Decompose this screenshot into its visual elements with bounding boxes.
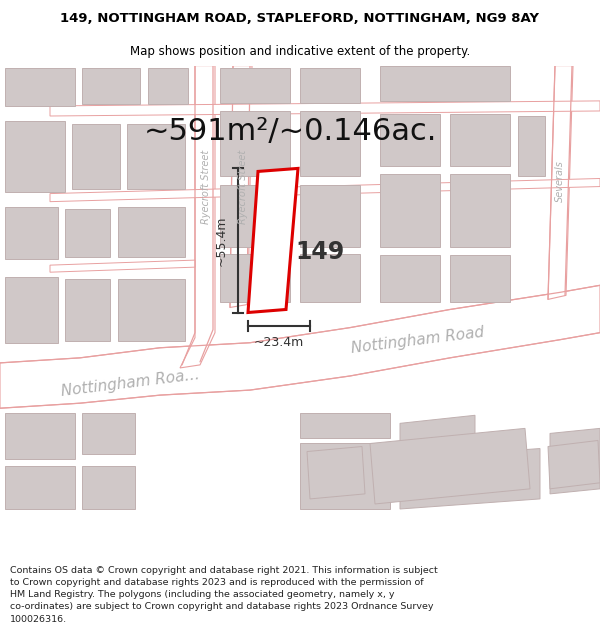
Polygon shape <box>307 446 365 499</box>
Bar <box>5 413 75 459</box>
Text: 100026316.: 100026316. <box>10 614 67 624</box>
Polygon shape <box>0 285 600 408</box>
Text: co-ordinates) are subject to Crown copyright and database rights 2023 Ordnance S: co-ordinates) are subject to Crown copyr… <box>10 602 434 611</box>
Bar <box>65 209 110 257</box>
Bar <box>82 466 135 509</box>
Text: ~591m²/~0.146ac.: ~591m²/~0.146ac. <box>143 117 437 146</box>
Bar <box>450 255 510 302</box>
Bar <box>118 207 185 257</box>
Polygon shape <box>548 441 600 489</box>
Polygon shape <box>400 415 475 444</box>
Text: to Crown copyright and database rights 2023 and is reproduced with the permissio: to Crown copyright and database rights 2… <box>10 578 424 587</box>
Text: ~55.4m: ~55.4m <box>215 215 228 266</box>
Polygon shape <box>50 101 600 116</box>
Polygon shape <box>50 179 600 202</box>
Text: Severals: Severals <box>555 161 565 202</box>
Polygon shape <box>248 168 298 312</box>
Bar <box>518 116 545 176</box>
Polygon shape <box>50 260 195 272</box>
Polygon shape <box>548 66 573 299</box>
Bar <box>450 174 510 247</box>
Bar <box>148 68 188 104</box>
Polygon shape <box>180 66 215 368</box>
Bar <box>82 413 135 454</box>
Bar <box>300 413 390 439</box>
Bar <box>65 279 110 341</box>
Bar <box>300 184 360 247</box>
Bar <box>300 444 390 509</box>
Polygon shape <box>370 428 530 504</box>
Bar <box>380 114 440 166</box>
Text: Contains OS data © Crown copyright and database right 2021. This information is : Contains OS data © Crown copyright and d… <box>10 566 438 575</box>
Text: Nottingham Road: Nottingham Road <box>350 325 485 356</box>
Bar <box>5 121 65 192</box>
Bar <box>220 184 290 247</box>
Bar <box>380 174 440 247</box>
Text: 149, NOTTINGHAM ROAD, STAPLEFORD, NOTTINGHAM, NG9 8AY: 149, NOTTINGHAM ROAD, STAPLEFORD, NOTTIN… <box>61 12 539 25</box>
Text: Ryecroft Street: Ryecroft Street <box>201 149 211 224</box>
Bar <box>300 68 360 103</box>
Bar <box>300 111 360 176</box>
Bar <box>82 68 140 104</box>
Text: Map shows position and indicative extent of the property.: Map shows position and indicative extent… <box>130 45 470 58</box>
Text: ~23.4m: ~23.4m <box>254 336 304 349</box>
Bar <box>118 279 185 341</box>
Bar <box>5 68 75 106</box>
Bar <box>380 255 440 302</box>
Text: Ryecroft Street: Ryecroft Street <box>238 149 248 224</box>
Text: 149: 149 <box>295 240 344 264</box>
Bar <box>220 254 290 302</box>
Text: HM Land Registry. The polygons (including the associated geometry, namely x, y: HM Land Registry. The polygons (includin… <box>10 590 395 599</box>
Bar <box>300 254 360 302</box>
Bar <box>5 278 58 342</box>
Polygon shape <box>230 66 252 308</box>
Bar <box>450 114 510 166</box>
Polygon shape <box>550 428 600 494</box>
Bar <box>220 111 290 176</box>
Bar <box>72 124 120 189</box>
Bar <box>127 124 185 189</box>
Bar <box>5 207 58 259</box>
Text: Nottingham Roa…: Nottingham Roa… <box>60 367 200 399</box>
Polygon shape <box>400 449 540 509</box>
Bar <box>5 466 75 509</box>
Bar <box>220 68 290 103</box>
Bar <box>380 66 510 101</box>
